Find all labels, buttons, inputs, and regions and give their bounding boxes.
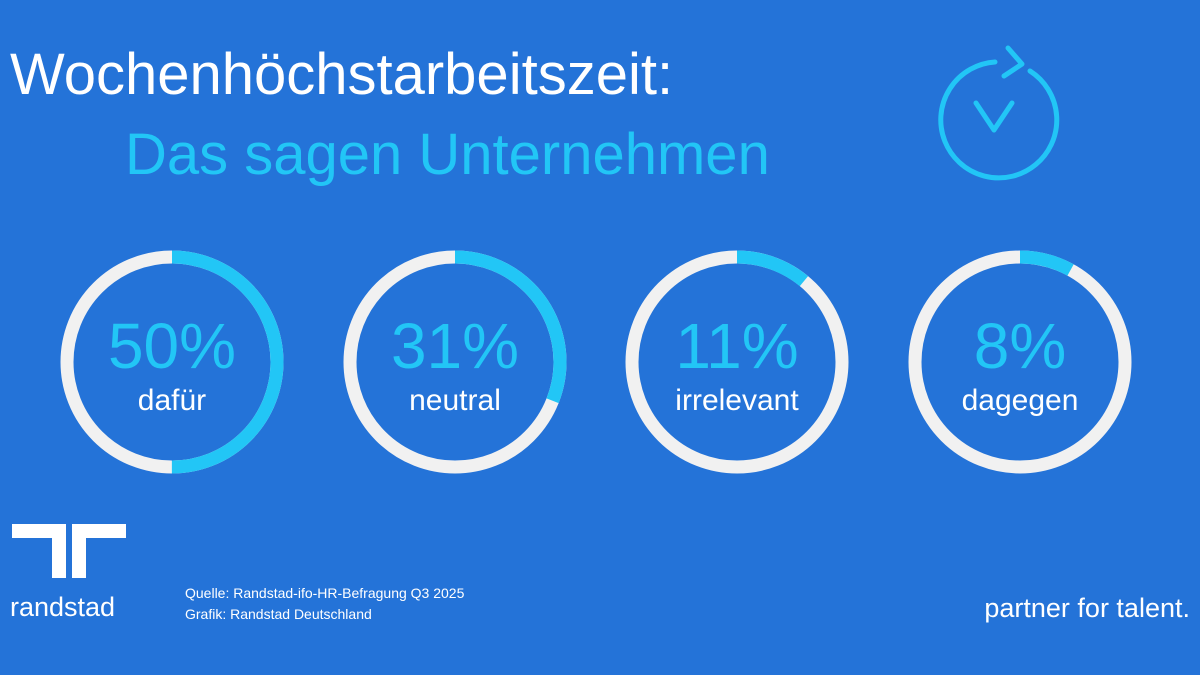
randstad-logo-mark xyxy=(12,524,126,578)
ring-arc xyxy=(625,250,849,474)
category-label: dafür xyxy=(138,384,206,417)
value-label: 11% xyxy=(675,310,798,382)
tagline: partner for talent. xyxy=(984,593,1190,623)
category-label: dagegen xyxy=(962,384,1079,417)
subtitle: Das sagen Unternehmen xyxy=(125,122,770,187)
ring-arc xyxy=(343,250,567,474)
value-label: 8% xyxy=(974,310,1067,382)
ring-arc xyxy=(908,250,1132,474)
value-label: 31% xyxy=(391,310,519,382)
source: Quelle: Randstad-ifo-HR-Befragung Q3 202… xyxy=(185,585,465,601)
value-label: 50% xyxy=(108,310,236,382)
clock-icon xyxy=(938,45,1060,181)
ring-arc xyxy=(60,250,284,474)
category-label: neutral xyxy=(409,384,501,417)
title: Wochenhöchstarbeitszeit: xyxy=(10,42,673,107)
category-label: irrelevant xyxy=(675,384,799,417)
credit: Grafik: Randstad Deutschland xyxy=(185,606,372,622)
logo-text: randstad xyxy=(10,592,115,622)
